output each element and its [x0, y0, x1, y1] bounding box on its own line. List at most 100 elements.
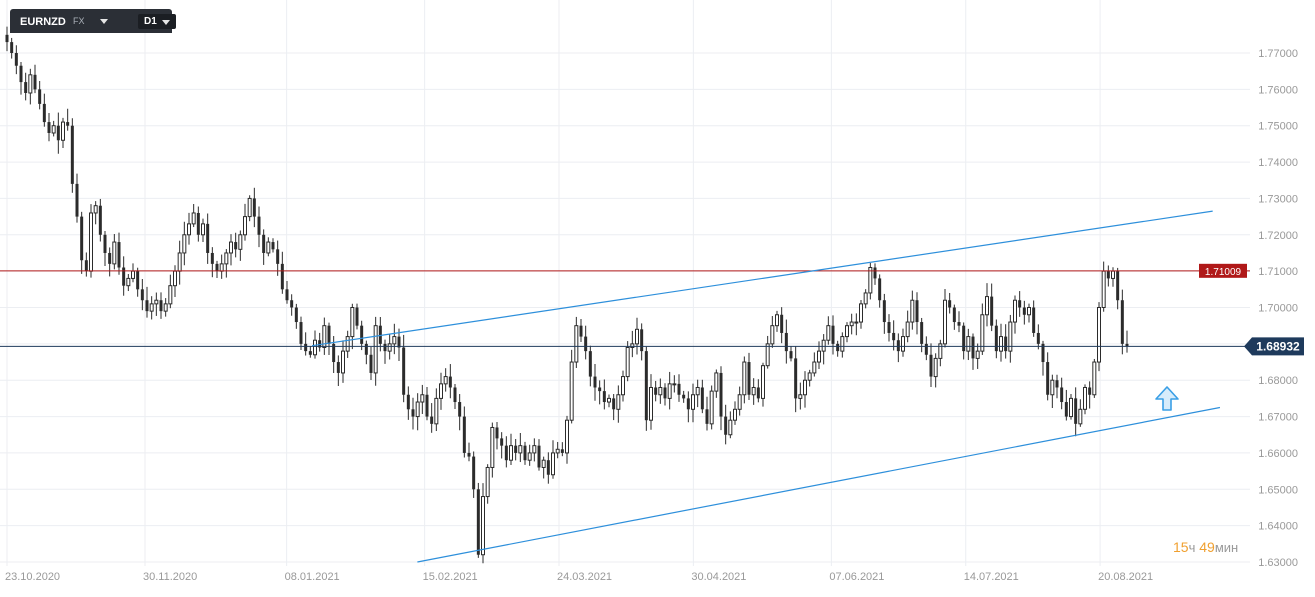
candle-body-up [154, 299, 159, 305]
candle-body-up [649, 386, 653, 421]
candle-body-up [439, 383, 443, 399]
resistance-price-tag [1199, 263, 1247, 278]
candle-body-down [957, 322, 961, 326]
candle-body-up [229, 241, 233, 254]
drawn-lines[interactable] [0, 210, 1250, 563]
y-tick-label: 1.75000 [1258, 121, 1298, 133]
candle-body-down [882, 300, 886, 323]
candle-body-up [555, 448, 560, 454]
candle-body-down [1032, 307, 1036, 333]
candle-body-up [51, 125, 56, 134]
candle-body-up [616, 394, 621, 410]
candle-body-down [19, 65, 23, 83]
y-tick-label: 1.72000 [1258, 230, 1298, 242]
candle-body-down [663, 387, 667, 399]
timeframe-selector[interactable]: D1 [138, 14, 176, 29]
candle-body-down [14, 53, 18, 66]
candle-body-up [695, 386, 700, 396]
candle-body-up [817, 350, 821, 363]
candle-body-down [952, 307, 956, 323]
candle-body-down [873, 267, 877, 279]
candle-body-down [1060, 387, 1064, 403]
candle-body-down [1036, 332, 1040, 344]
candle-body-down [24, 82, 28, 93]
candle-body-down [700, 387, 704, 410]
channel-lower-line [417, 406, 1221, 563]
candle-body-up [761, 365, 765, 399]
candle-body-down [500, 438, 504, 446]
y-axis: 1.63000 1.64000 1.65000 1.66000 1.67000 1.680… [1258, 48, 1298, 569]
candle-body-up [345, 336, 350, 352]
vertical-gridlines [6, 0, 1101, 566]
candle-body-down [332, 343, 336, 363]
symbol-toolbar: EURNZD FX D1 [10, 9, 176, 33]
candle-body-down [80, 216, 84, 261]
symbol-dropdown-chevron-icon[interactable] [100, 19, 108, 24]
candle-body-up [630, 343, 635, 348]
candle-body-up [322, 325, 327, 348]
candle-body-down [355, 307, 359, 326]
candle-body-up [667, 383, 672, 399]
candle-body-down [948, 300, 952, 308]
candle-body-up [691, 394, 695, 410]
candle-body-up [574, 325, 579, 363]
candle-body-down [971, 336, 975, 359]
candle-body-up [901, 336, 905, 352]
candle-body-down [448, 376, 452, 388]
price-labels: 1.71009 1.68932 [1199, 263, 1304, 356]
candle-body-up [765, 343, 770, 367]
y-tick-label: 1.73000 [1258, 193, 1298, 205]
y-tick-label: 1.68000 [1258, 375, 1298, 387]
candle-body-down [425, 394, 429, 417]
timeframe-chevron-icon[interactable] [162, 20, 170, 25]
candle-body-down [136, 271, 140, 290]
candle-body-down [612, 398, 616, 410]
candle-body-up [840, 336, 845, 352]
symbol-label[interactable]: EURNZD [20, 16, 66, 28]
candle-body-down [140, 289, 144, 301]
candle-countdown-timer: 15ч 49мин [1173, 539, 1238, 555]
candle-body-up [770, 325, 775, 345]
candle-body-down [210, 252, 214, 264]
candle-body-up [775, 314, 779, 327]
candle-body-down [75, 183, 79, 217]
timer-minutes-unit: мин [1214, 540, 1239, 555]
candle-body-up [527, 452, 532, 461]
candle-body-down [84, 260, 88, 272]
x-tick-label: 20.08.2021 [1098, 571, 1153, 583]
candle-body-down [677, 383, 681, 395]
x-axis: 23.10.2020 30.11.2020 08.01.2021 15.02.2021… [5, 571, 1153, 583]
candle-body-down [397, 336, 401, 348]
candle-body-down [887, 322, 891, 333]
candle-body-down [686, 398, 690, 410]
candle-body-up [551, 452, 555, 476]
candle-body-down [117, 242, 121, 268]
candle-body-up [182, 234, 187, 254]
candle-body-down [1064, 402, 1068, 417]
x-tick-label: 08.01.2021 [285, 571, 340, 583]
candle-body-up [985, 296, 989, 316]
candle-body-up [420, 394, 425, 403]
candle-body-down [98, 205, 102, 235]
candle-body-up [28, 74, 33, 94]
candle-body-up [938, 343, 943, 359]
candle-body-up [490, 426, 495, 468]
candle-body-down [145, 300, 149, 312]
candle-body-down [780, 314, 784, 333]
candle-body-down [896, 340, 900, 352]
candle-body-down [1125, 343, 1129, 347]
x-tick-label: 30.04.2021 [691, 571, 746, 583]
candle-body-down [640, 329, 644, 352]
candle-body-up [980, 314, 985, 352]
candle-body-up [658, 386, 663, 396]
candle-body-down [38, 89, 42, 104]
candle-body-down [5, 34, 9, 43]
candle-body-up [737, 394, 742, 410]
candle-body-down [682, 394, 686, 399]
candle-body-up [905, 321, 910, 338]
candle-body-up [518, 445, 523, 454]
candle-body-down [411, 409, 415, 417]
candlestick-series [5, 26, 1129, 564]
